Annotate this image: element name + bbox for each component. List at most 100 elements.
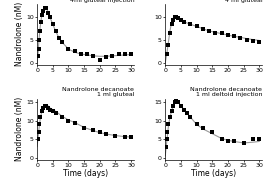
Point xyxy=(60,41,64,44)
Point xyxy=(91,54,96,57)
Point xyxy=(44,104,48,107)
Point xyxy=(226,140,230,143)
Point xyxy=(129,52,133,55)
Point xyxy=(98,59,102,62)
Point xyxy=(195,25,199,28)
Point xyxy=(195,123,199,126)
Point xyxy=(226,34,230,37)
Point xyxy=(110,54,114,57)
Point xyxy=(165,130,170,133)
Point xyxy=(176,101,180,104)
Point xyxy=(46,106,50,109)
Point xyxy=(91,128,96,131)
Point xyxy=(165,52,169,55)
Point xyxy=(47,16,52,19)
Y-axis label: Nandrolone (nM): Nandrolone (nM) xyxy=(15,97,24,161)
Point xyxy=(54,29,58,32)
Point xyxy=(232,140,236,143)
Point xyxy=(44,7,48,10)
X-axis label: Time (days): Time (days) xyxy=(191,169,236,178)
Point xyxy=(47,108,52,111)
Point xyxy=(182,108,186,111)
Point xyxy=(241,141,246,144)
Point xyxy=(82,127,86,130)
Point xyxy=(257,41,261,44)
Point xyxy=(219,32,224,35)
Point xyxy=(37,39,41,42)
Point xyxy=(182,20,186,23)
Point xyxy=(174,99,178,102)
Point xyxy=(201,27,205,30)
Point xyxy=(79,52,83,55)
Point xyxy=(85,53,89,56)
Text: Nandrolone decanoate
1 ml deltoid injection: Nandrolone decanoate 1 ml deltoid inject… xyxy=(191,87,262,97)
Point xyxy=(219,138,224,141)
Point xyxy=(40,14,44,17)
Point xyxy=(169,110,174,113)
Point xyxy=(66,48,70,51)
Text: Nandrolone phenylpropionate
4ml gluteal injection: Nandrolone phenylpropionate 4ml gluteal … xyxy=(40,0,134,3)
X-axis label: Time (days): Time (days) xyxy=(63,169,108,178)
Point xyxy=(37,130,41,133)
Point xyxy=(41,9,46,12)
Y-axis label: Nandrolone (nM): Nandrolone (nM) xyxy=(15,2,24,66)
Point xyxy=(251,138,255,141)
Point xyxy=(174,16,178,19)
Point xyxy=(73,50,77,53)
Point xyxy=(51,23,55,26)
Point xyxy=(166,43,170,46)
Point xyxy=(104,56,108,59)
Point xyxy=(38,29,42,32)
Point xyxy=(98,130,102,133)
Point xyxy=(37,123,41,126)
Point xyxy=(36,54,40,57)
Point xyxy=(232,35,236,38)
Point xyxy=(36,138,40,141)
Point xyxy=(168,116,172,119)
Point xyxy=(39,20,43,23)
Point xyxy=(201,127,205,130)
Point xyxy=(171,104,175,107)
Point xyxy=(213,32,218,35)
Point xyxy=(188,23,192,26)
Point xyxy=(43,104,47,107)
Text: Nandrolone decanoate
1 ml gluteal: Nandrolone decanoate 1 ml gluteal xyxy=(62,87,134,97)
Point xyxy=(113,134,117,137)
Point xyxy=(245,39,249,42)
Point xyxy=(104,132,108,135)
Point xyxy=(116,53,121,56)
Point xyxy=(129,136,133,139)
Point xyxy=(188,116,192,119)
Point xyxy=(54,112,58,115)
Point xyxy=(251,39,255,42)
Point xyxy=(57,36,61,39)
Point xyxy=(165,138,169,141)
Point xyxy=(41,106,46,109)
Point xyxy=(210,130,214,133)
Point xyxy=(176,17,180,20)
Point xyxy=(73,121,77,124)
Point xyxy=(257,138,261,141)
Point xyxy=(168,32,172,35)
Point xyxy=(60,116,64,119)
Point xyxy=(238,36,242,39)
Point xyxy=(207,29,211,32)
Point xyxy=(173,16,177,19)
Point xyxy=(66,119,70,122)
Point xyxy=(164,145,168,148)
Point xyxy=(40,110,44,113)
Point xyxy=(171,18,175,21)
Point xyxy=(179,104,183,107)
Point xyxy=(185,112,189,115)
Point xyxy=(43,7,47,10)
Point xyxy=(173,101,177,104)
Point xyxy=(166,123,170,126)
Point xyxy=(123,136,127,139)
Point xyxy=(38,116,42,119)
Point xyxy=(123,53,127,56)
Point xyxy=(51,110,55,113)
Point xyxy=(46,11,50,14)
Point xyxy=(37,48,41,51)
Text: Nandrolone decanoate
4 ml gluteal: Nandrolone decanoate 4 ml gluteal xyxy=(191,0,262,3)
Point xyxy=(179,18,183,21)
